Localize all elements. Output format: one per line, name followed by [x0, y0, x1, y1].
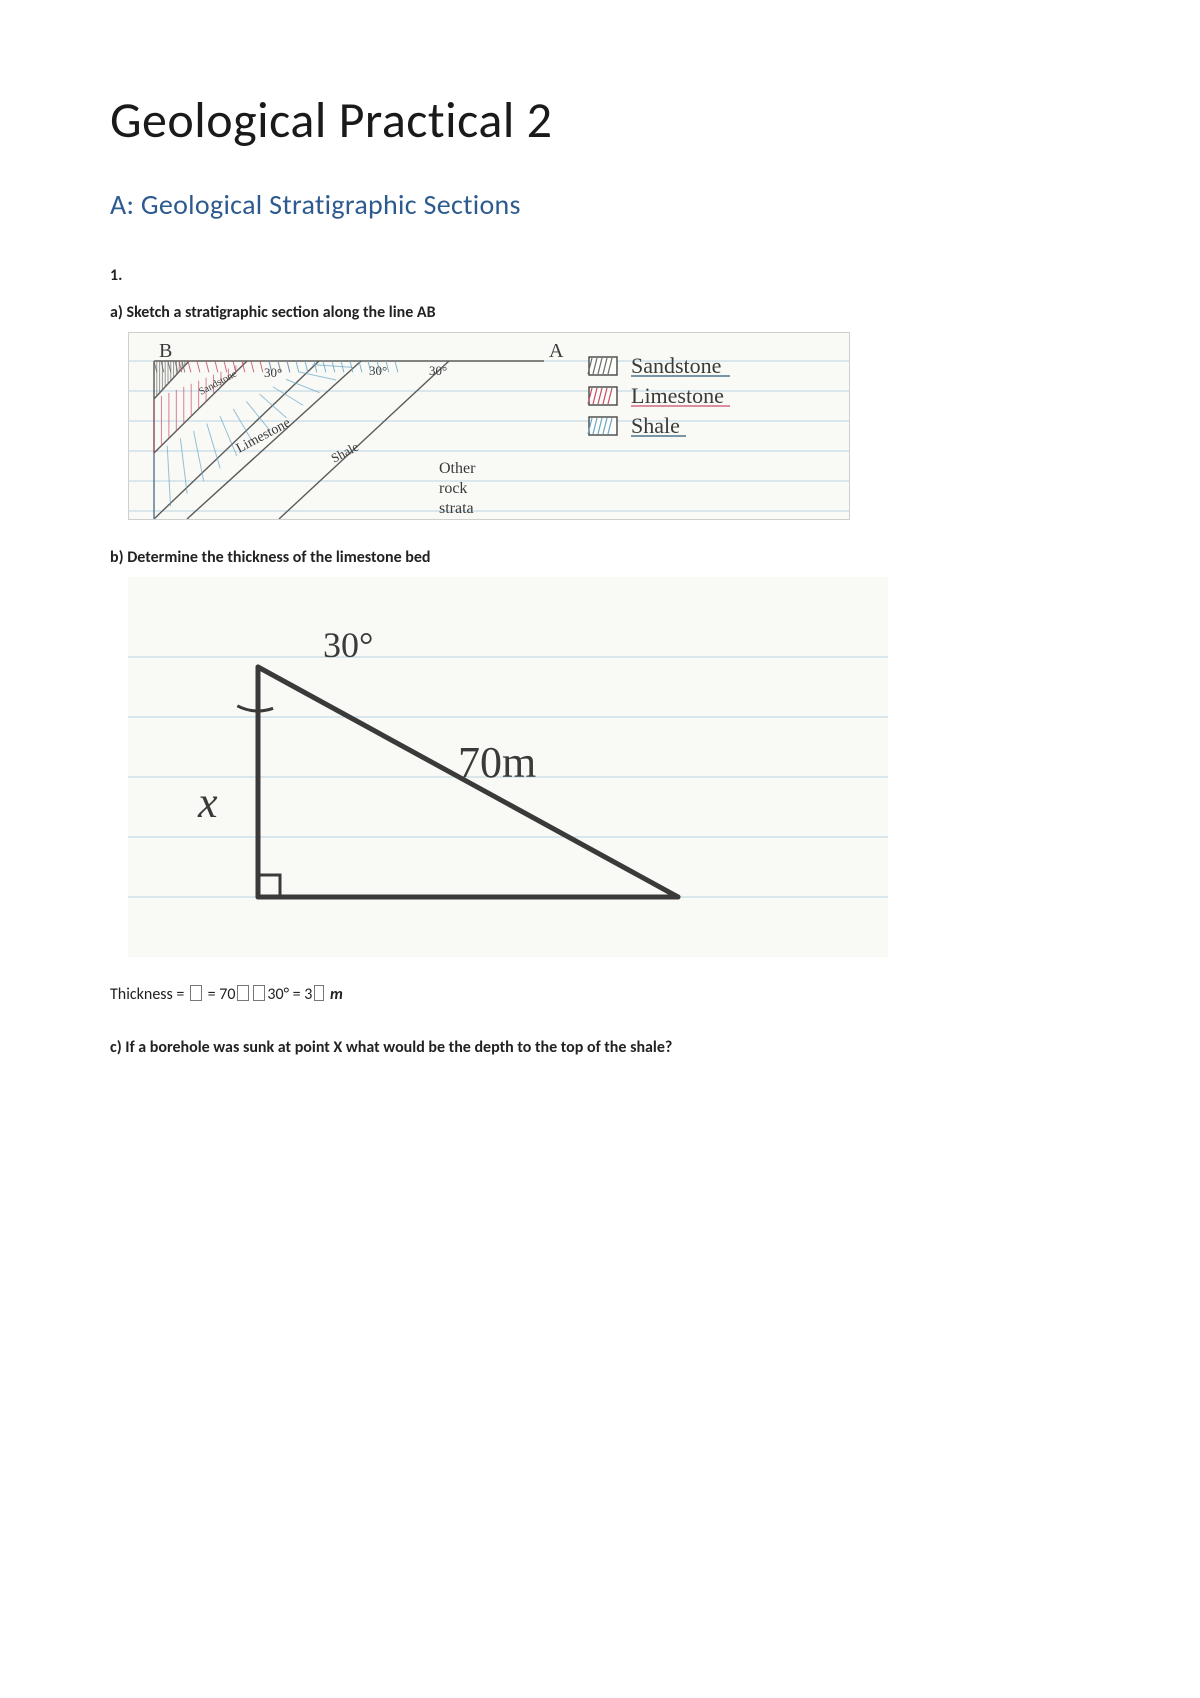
- ans-tail: m: [326, 985, 342, 1004]
- ans-prefix: Thickness =: [110, 985, 188, 1004]
- q1a-figure: B A 30° 30° 30° Sandstone Limestone Shale Other r…: [128, 332, 850, 520]
- placeholder-box-icon: [314, 985, 324, 1001]
- svg-text:Sandstone: Sandstone: [631, 353, 721, 378]
- svg-text:x: x: [197, 778, 218, 827]
- q1b-figure: 30° 70m x: [128, 577, 888, 957]
- svg-text:rock: rock: [439, 480, 467, 497]
- placeholder-box-icon: [253, 985, 265, 1001]
- q1a-svg: B A 30° 30° 30° Sandstone Limestone Shale Other r…: [129, 333, 849, 519]
- svg-text:30°: 30°: [264, 365, 282, 380]
- svg-text:strata: strata: [439, 500, 474, 517]
- placeholder-box-icon: [237, 985, 249, 1001]
- placeholder-box-icon: [190, 985, 202, 1001]
- q1a-prompt: a) Sketch a stratigraphic section along …: [110, 303, 1100, 322]
- thickness-answer: Thickness = = 70 30° = 3 m: [110, 985, 1100, 1004]
- svg-text:Shale: Shale: [328, 439, 361, 466]
- svg-text:30°: 30°: [323, 625, 373, 665]
- page-title: Geological Practical 2: [110, 90, 1100, 151]
- ans-mid: = 70: [204, 985, 235, 1004]
- svg-text:B: B: [159, 340, 172, 362]
- svg-text:Shale: Shale: [631, 413, 680, 438]
- q1b-prompt: b) Determine the thickness of the limest…: [110, 548, 1100, 567]
- svg-text:30°: 30°: [369, 363, 387, 378]
- q1c-prompt: c) If a borehole was sunk at point X wha…: [110, 1038, 1100, 1057]
- svg-text:Sandstone: Sandstone: [197, 368, 239, 397]
- svg-text:30°: 30°: [429, 363, 447, 378]
- svg-text:Other: Other: [439, 460, 476, 477]
- svg-text:Limestone: Limestone: [631, 383, 724, 408]
- ans-suf: 30° = 3: [267, 985, 312, 1004]
- q1b-svg: 30° 70m x: [128, 577, 888, 957]
- svg-text:70m: 70m: [458, 738, 536, 787]
- section-a-heading: A: Geological Stratigraphic Sections: [110, 187, 1100, 222]
- question-number: 1.: [110, 266, 1100, 285]
- svg-text:A: A: [549, 340, 564, 362]
